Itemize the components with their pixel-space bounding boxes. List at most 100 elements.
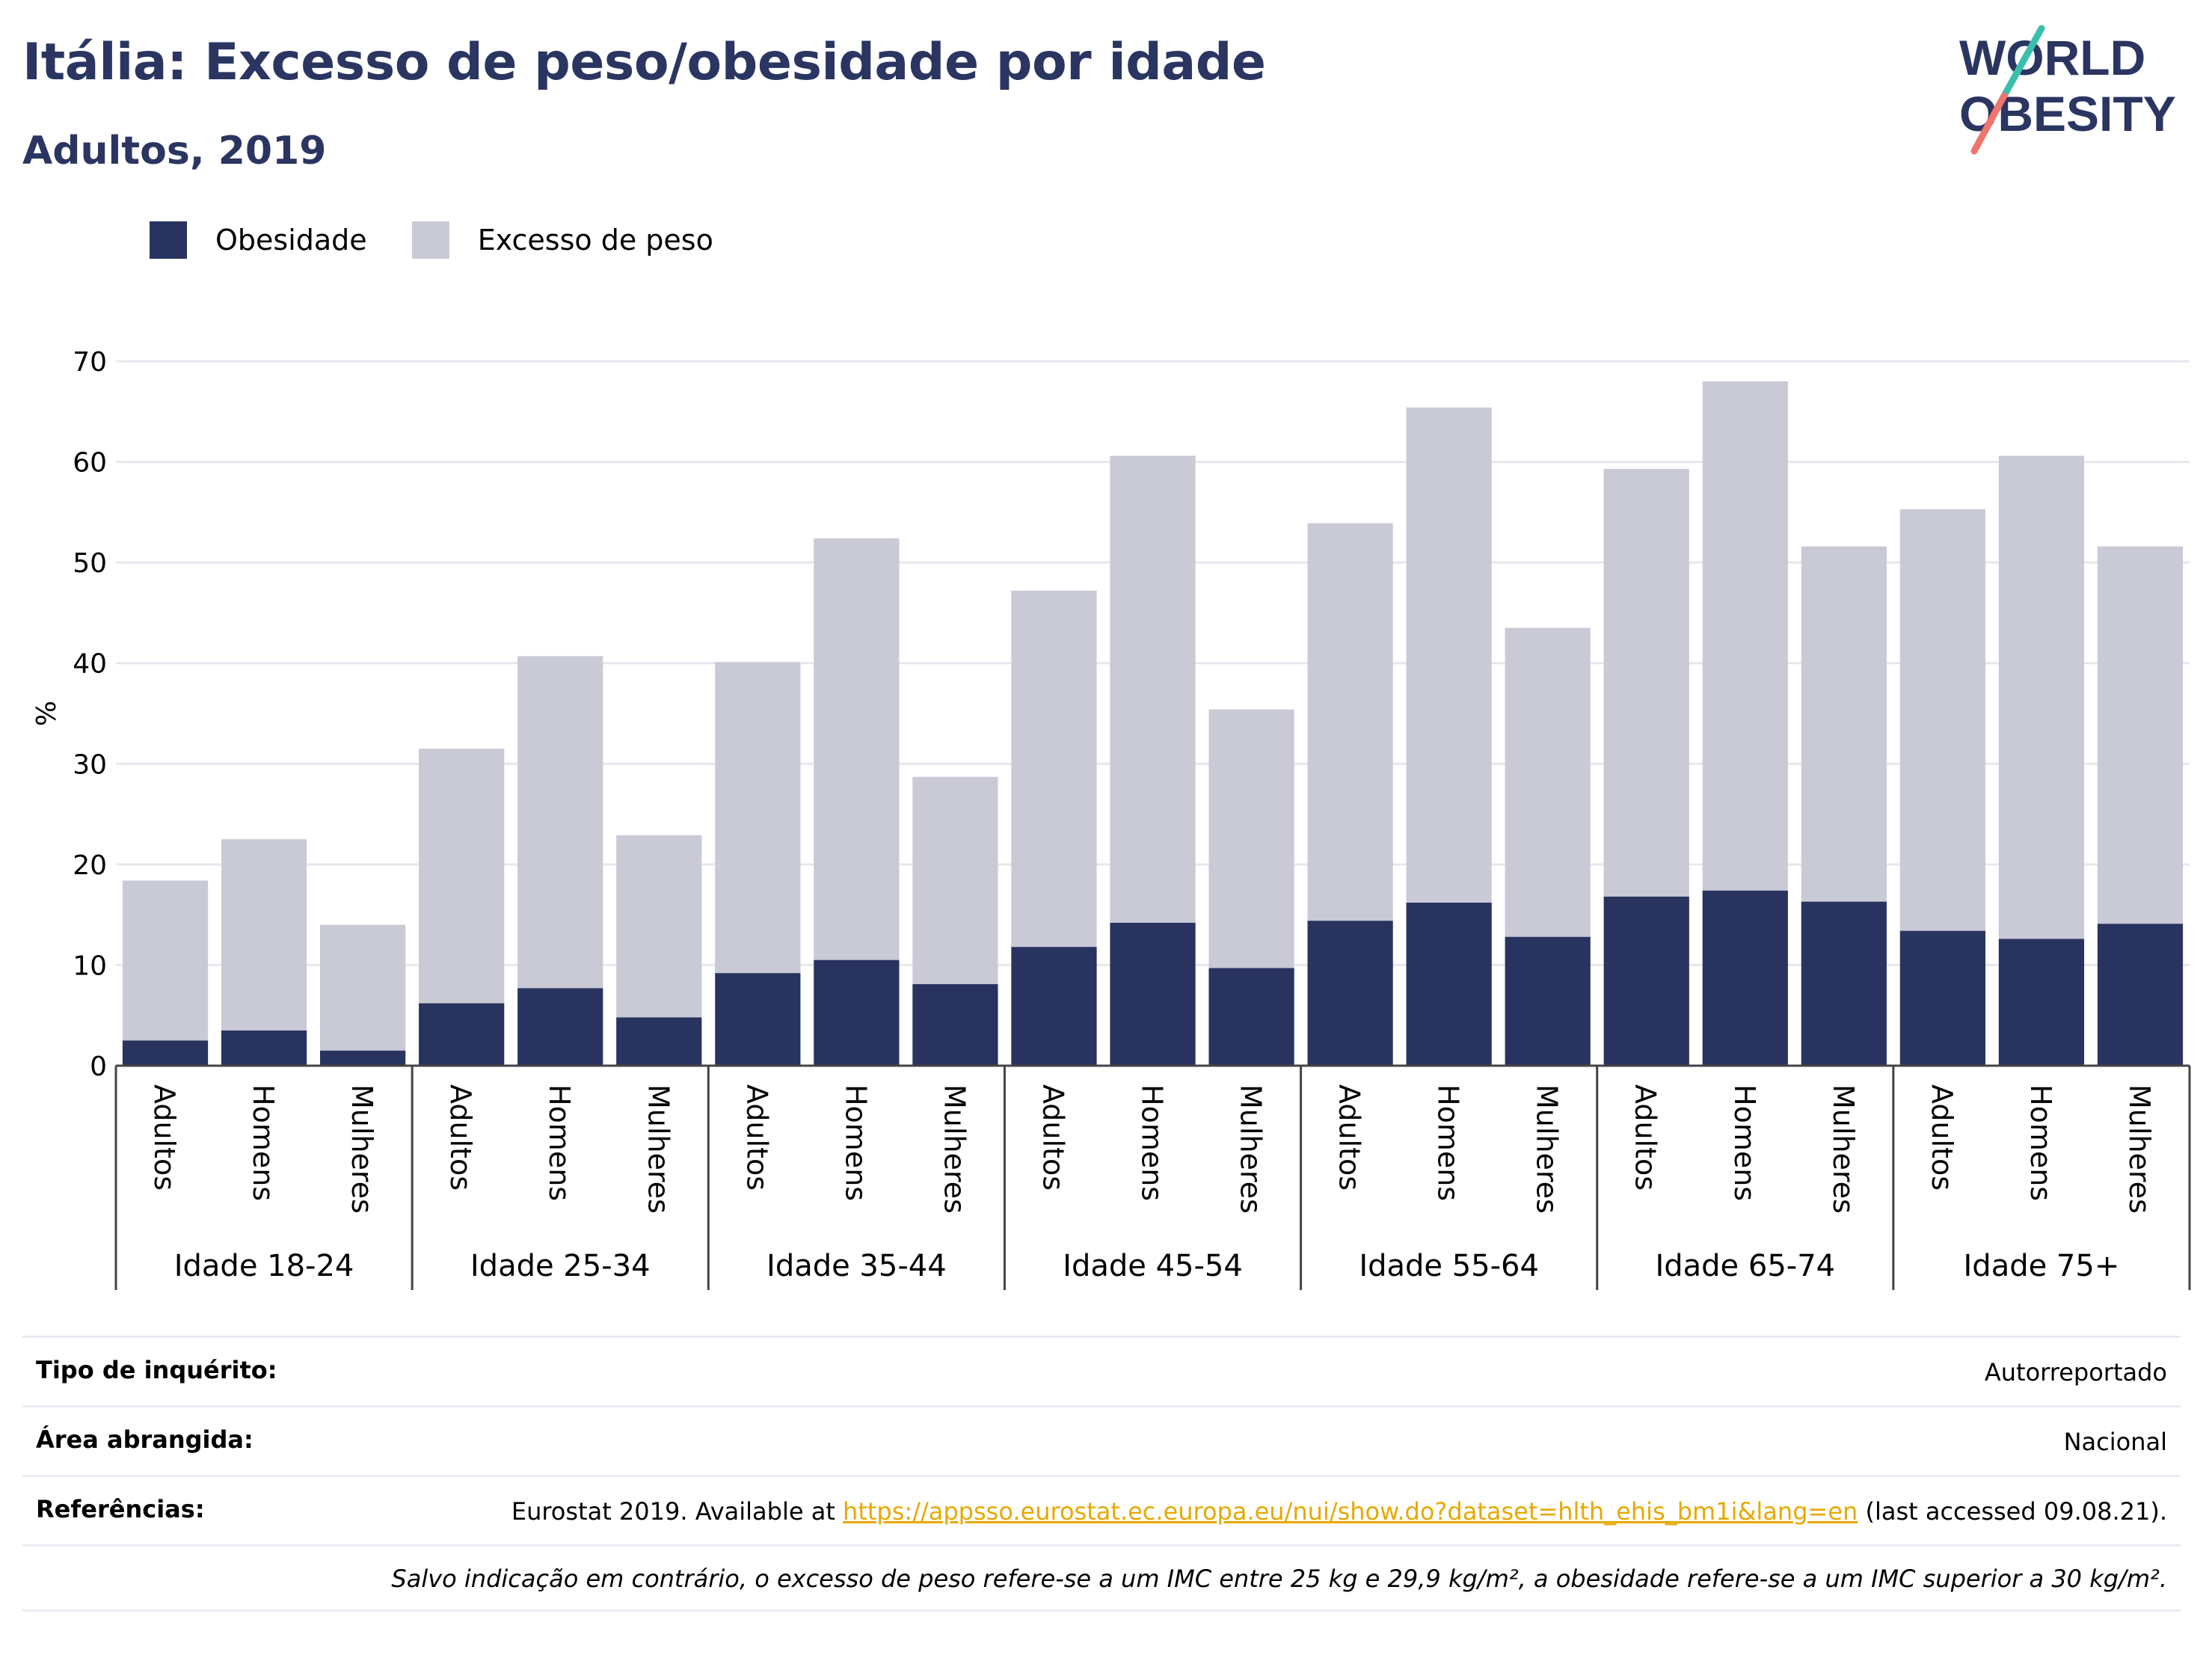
definition-note: Salvo indicação em contrário, o excesso … (391, 1565, 2167, 1593)
y-tick-label: 20 (73, 850, 107, 881)
references-link[interactable]: https://appsso.eurostat.ec.europa.eu/nui… (843, 1497, 1858, 1526)
info-row-area: Área abrangida: Nacional (22, 1405, 2181, 1475)
bar-overweight (1208, 709, 1294, 968)
info-row-note: Salvo indicação em contrário, o excesso … (22, 1544, 2181, 1609)
bar-obesity (616, 1017, 702, 1066)
bar-obesity (1899, 930, 1985, 1066)
y-tick-label: 30 (73, 749, 107, 780)
info-row-survey: Tipo de inquérito: Autorreportado (22, 1336, 2181, 1405)
bar-overweight (1110, 455, 1196, 923)
x-tick-label: Adultos (1629, 1084, 1662, 1191)
x-tick-label: Homens (2024, 1084, 2057, 1201)
bar-overweight (1505, 627, 1591, 937)
bar-overweight (221, 839, 307, 1031)
y-tick-label: 50 (73, 548, 107, 579)
bar-overweight (1406, 407, 1492, 903)
references-suffix: (last accessed 09.08.21). (1858, 1497, 2167, 1526)
bar-obesity (1801, 901, 1887, 1066)
bar-overweight (1307, 523, 1393, 921)
references-label: Referências: (36, 1495, 205, 1523)
x-tick-label: Mulheres (1531, 1084, 1564, 1214)
x-tick-label: Homens (839, 1084, 872, 1201)
chart-subtitle: Adultos, 2019 (22, 129, 327, 174)
bar-overweight (320, 924, 406, 1051)
x-tick-label: Adultos (1926, 1084, 1958, 1191)
bar-overweight (1998, 455, 2085, 939)
references-value: Eurostat 2019. Available at https://apps… (511, 1495, 2167, 1528)
x-group-label: Idade 55-64 (1359, 1249, 1539, 1283)
bar-obesity (2097, 924, 2184, 1066)
bar-obesity (715, 973, 801, 1066)
x-group-label: Idade 25-34 (470, 1249, 651, 1283)
x-tick-label: Homens (1432, 1084, 1465, 1201)
bar-obesity (1011, 947, 1097, 1066)
x-tick-label: Mulheres (1235, 1084, 1268, 1214)
bar-overweight (912, 776, 998, 984)
bar-overweight (122, 880, 209, 1041)
legend-swatch-overweight (411, 221, 449, 259)
legend-item-obesity: Obesidade (150, 221, 367, 259)
references-prefix: Eurostat 2019. Available at (511, 1497, 844, 1526)
bar-obesity (1505, 936, 1591, 1066)
y-tick-label: 10 (73, 951, 107, 981)
x-tick-label: Adultos (740, 1084, 773, 1191)
bar-obesity (517, 988, 603, 1066)
x-tick-label: Adultos (444, 1084, 477, 1191)
bar-overweight (1603, 468, 1689, 897)
y-tick-label: 40 (73, 649, 107, 680)
bar-obesity (419, 1003, 505, 1066)
x-group-label: Idade 65-74 (1655, 1249, 1835, 1283)
legend-label-overweight: Excesso de peso (477, 224, 713, 257)
y-axis-label: % (31, 701, 62, 726)
x-tick-label: Mulheres (938, 1084, 971, 1214)
bar-obesity (1208, 968, 1294, 1066)
x-tick-label: Homens (1136, 1084, 1169, 1201)
info-bottom-border (22, 1609, 2181, 1612)
info-table: Tipo de inquérito: Autorreportado Área a… (22, 1336, 2181, 1612)
bar-obesity (221, 1030, 307, 1066)
area-value: Nacional (2063, 1428, 2167, 1456)
x-tick-label: Adultos (1333, 1084, 1366, 1191)
bar-overweight (1801, 546, 1887, 902)
x-tick-label: Mulheres (1827, 1084, 1860, 1214)
x-tick-label: Mulheres (345, 1084, 378, 1214)
x-tick-label: Mulheres (642, 1084, 675, 1214)
x-tick-label: Adultos (1036, 1084, 1069, 1191)
y-tick-label: 70 (73, 347, 107, 378)
x-group-label: Idade 45-54 (1063, 1249, 1243, 1283)
bar-obesity (1998, 939, 2085, 1066)
x-group-label: Idade 18-24 (174, 1249, 354, 1283)
info-row-references: Referências: Eurostat 2019. Available at… (22, 1475, 2181, 1544)
survey-type-label: Tipo de inquérito: (36, 1356, 277, 1384)
x-tick-label: Mulheres (2123, 1084, 2156, 1214)
x-group-label: Idade 75+ (1964, 1249, 2120, 1283)
y-tick-label: 0 (90, 1051, 107, 1082)
x-tick-label: Homens (543, 1084, 576, 1201)
y-tick-label: 60 (73, 448, 107, 479)
x-group-label: Idade 35-44 (766, 1249, 947, 1283)
bar-obesity (912, 983, 998, 1066)
legend-swatch-obesity (150, 221, 187, 259)
logo-line1: WORLD (1959, 30, 2145, 85)
bar-obesity (1406, 902, 1492, 1066)
world-obesity-logo: WORLD OBESITY (1959, 25, 2176, 155)
bar-obesity (122, 1040, 209, 1066)
bar-obesity (1307, 921, 1393, 1066)
chart-legend: Obesidade Excesso de peso (150, 221, 758, 259)
bar-obesity (814, 959, 900, 1066)
x-tick-label: Homens (247, 1084, 280, 1201)
bar-overweight (616, 835, 702, 1018)
x-tick-label: Adultos (148, 1084, 181, 1191)
bar-obesity (1702, 890, 1788, 1066)
bar-overweight (814, 538, 900, 960)
legend-label-obesity: Obesidade (215, 224, 367, 257)
bar-overweight (2097, 546, 2184, 924)
chart-title: Itália: Excesso de peso/obesidade por id… (22, 33, 1266, 92)
x-tick-label: Homens (1728, 1084, 1761, 1201)
bar-obesity (1110, 922, 1196, 1066)
bar-overweight (517, 656, 603, 989)
bar-obesity (1603, 896, 1689, 1066)
legend-item-overweight: Excesso de peso (411, 221, 713, 259)
bar-overweight (1702, 381, 1788, 891)
bar-chart: 0 10 20 30 40 50 60 70% Adultos Homens Mulheres Ida… (31, 347, 2191, 1290)
